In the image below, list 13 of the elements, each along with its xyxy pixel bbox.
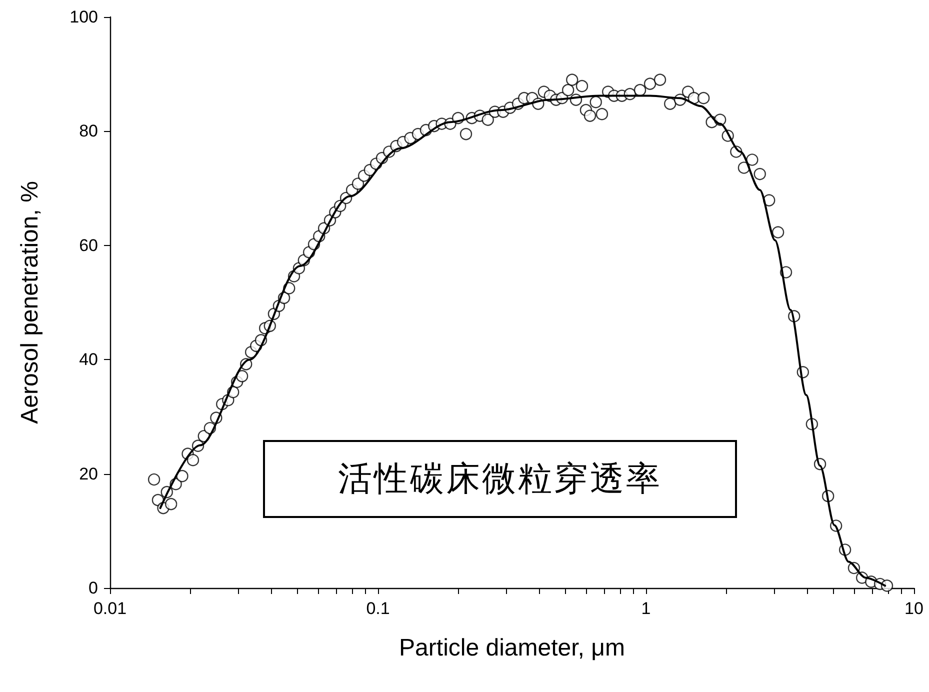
x-tick-label: 10 (904, 599, 924, 618)
y-tick-label: 40 (79, 350, 98, 370)
y-tick-label: 100 (70, 8, 98, 26)
x-axis-title: Particle diameter, μm (399, 634, 625, 662)
y-tick-label: 60 (79, 236, 98, 255)
y-tick-label: 0 (88, 578, 98, 598)
y-axis-title: Aerosol penetration, % (16, 181, 44, 424)
text-box-outline: 活性碳床微粒穿透率 (263, 440, 737, 518)
y-tick-label: 20 (79, 464, 98, 484)
x-tick-label: 1 (641, 599, 651, 618)
x-tick-label: 0.1 (366, 599, 390, 618)
y-tick-label: 80 (79, 122, 98, 141)
x-tick-label: 0.01 (93, 599, 127, 618)
